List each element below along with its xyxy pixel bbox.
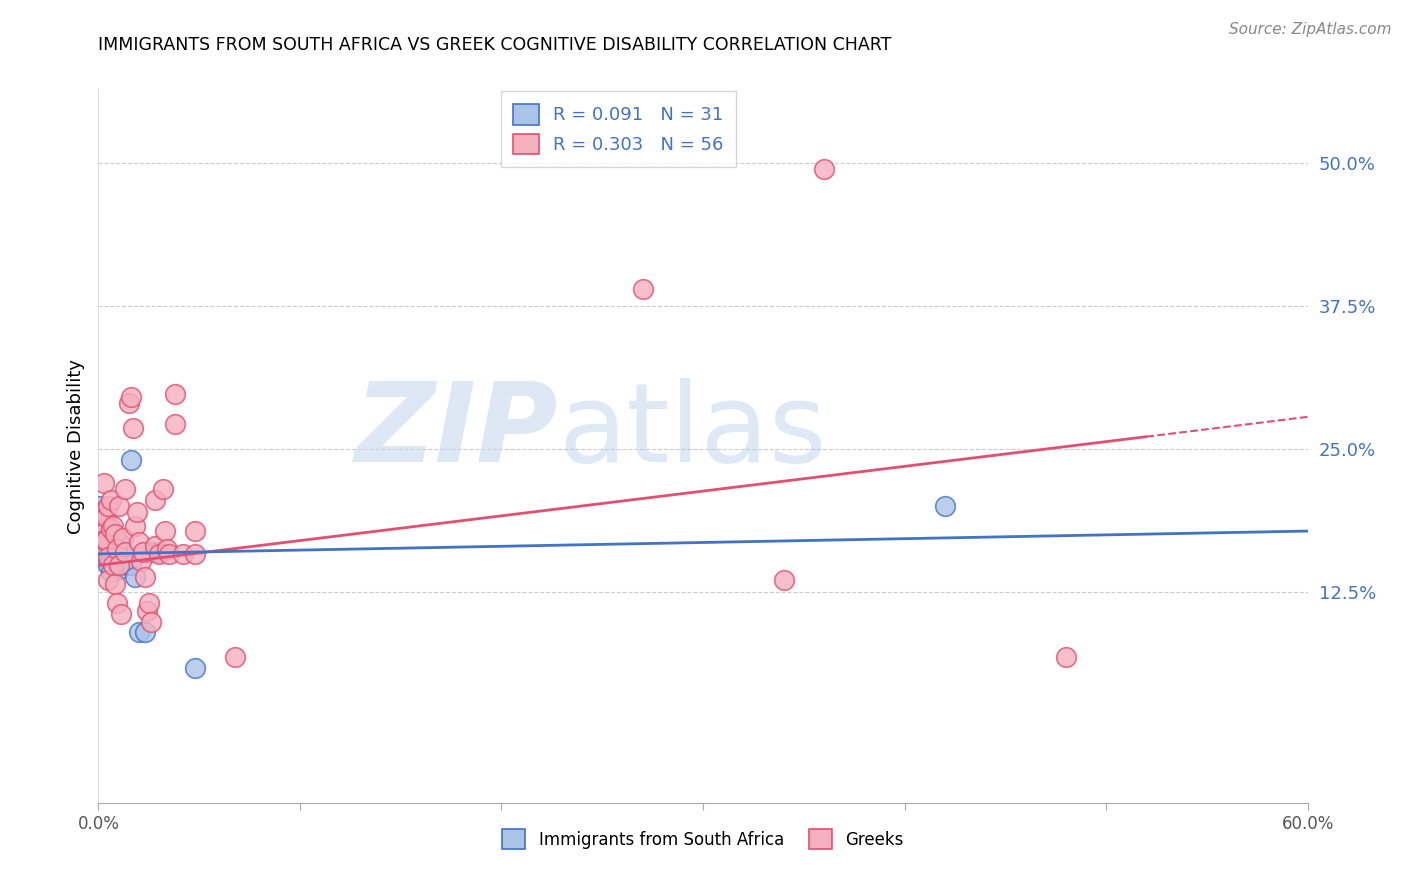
Point [111, 531, 134, 545]
Point [101, 547, 124, 561]
Point [124, 519, 146, 533]
Point [97, 573, 120, 587]
Point [156, 542, 179, 557]
Point [163, 387, 186, 401]
Point [91, 527, 114, 541]
Point [121, 421, 143, 435]
Point [105, 542, 128, 557]
Point [103, 527, 125, 541]
Point [120, 453, 142, 467]
Point [97, 550, 120, 565]
Point [128, 535, 150, 549]
Point [89, 516, 111, 530]
Point [107, 558, 129, 573]
Point [139, 544, 162, 558]
Point [148, 547, 170, 561]
Point [1054, 649, 1077, 664]
Point [132, 544, 155, 558]
Point [91, 527, 114, 541]
Point [184, 524, 207, 538]
Point [138, 596, 160, 610]
Point [152, 482, 174, 496]
Point [772, 573, 794, 587]
Point [107, 562, 129, 576]
Point [172, 547, 194, 561]
Point [114, 544, 136, 558]
Point [111, 554, 134, 568]
Point [813, 162, 835, 177]
Point [93, 533, 115, 548]
Point [139, 615, 162, 630]
Point [118, 396, 141, 410]
Point [91, 539, 114, 553]
Point [105, 554, 128, 568]
Point [224, 649, 246, 664]
Point [91, 505, 114, 519]
Point [100, 493, 122, 508]
Point [100, 550, 122, 565]
Text: Source: ZipAtlas.com: Source: ZipAtlas.com [1229, 22, 1392, 37]
Point [157, 547, 180, 561]
Point [114, 547, 136, 561]
Point [100, 565, 122, 579]
Point [93, 550, 115, 565]
Point [114, 482, 136, 496]
Point [89, 505, 111, 519]
Y-axis label: Cognitive Disability: Cognitive Disability [66, 359, 84, 533]
Point [89, 522, 111, 536]
Point [135, 604, 157, 618]
Point [89, 499, 111, 513]
Point [120, 558, 142, 573]
Point [163, 417, 186, 431]
Point [134, 624, 156, 639]
Point [143, 493, 166, 508]
Point [93, 476, 115, 491]
Text: IMMIGRANTS FROM SOUTH AFRICA VS GREEK COGNITIVE DISABILITY CORRELATION CHART: IMMIGRANTS FROM SOUTH AFRICA VS GREEK CO… [98, 36, 891, 54]
Text: atlas: atlas [558, 378, 827, 485]
Point [105, 596, 128, 610]
Point [96, 547, 118, 561]
Point [153, 524, 176, 538]
Point [631, 282, 654, 296]
Point [93, 505, 115, 519]
Point [934, 499, 956, 513]
Point [97, 542, 120, 557]
Point [100, 522, 122, 536]
Point [120, 391, 142, 405]
Point [134, 570, 156, 584]
Point [101, 519, 124, 533]
Point [184, 661, 207, 675]
Point [128, 624, 150, 639]
Point [148, 544, 170, 558]
Point [96, 533, 118, 548]
Point [110, 607, 132, 622]
Legend: Immigrants from South Africa, Greeks: Immigrants from South Africa, Greeks [492, 820, 914, 859]
Point [107, 535, 129, 549]
Point [97, 531, 120, 545]
Point [125, 505, 148, 519]
Point [91, 510, 114, 524]
Point [129, 554, 152, 568]
Point [101, 558, 124, 573]
Text: ZIP: ZIP [354, 378, 558, 485]
Point [97, 499, 120, 513]
Point [96, 510, 118, 524]
Point [97, 558, 120, 573]
Point [93, 539, 115, 553]
Point [124, 570, 146, 584]
Point [103, 539, 125, 553]
Point [96, 535, 118, 549]
Point [93, 524, 115, 538]
Point [107, 499, 129, 513]
Point [103, 576, 125, 591]
Point [143, 539, 166, 553]
Point [115, 558, 138, 573]
Point [184, 547, 207, 561]
